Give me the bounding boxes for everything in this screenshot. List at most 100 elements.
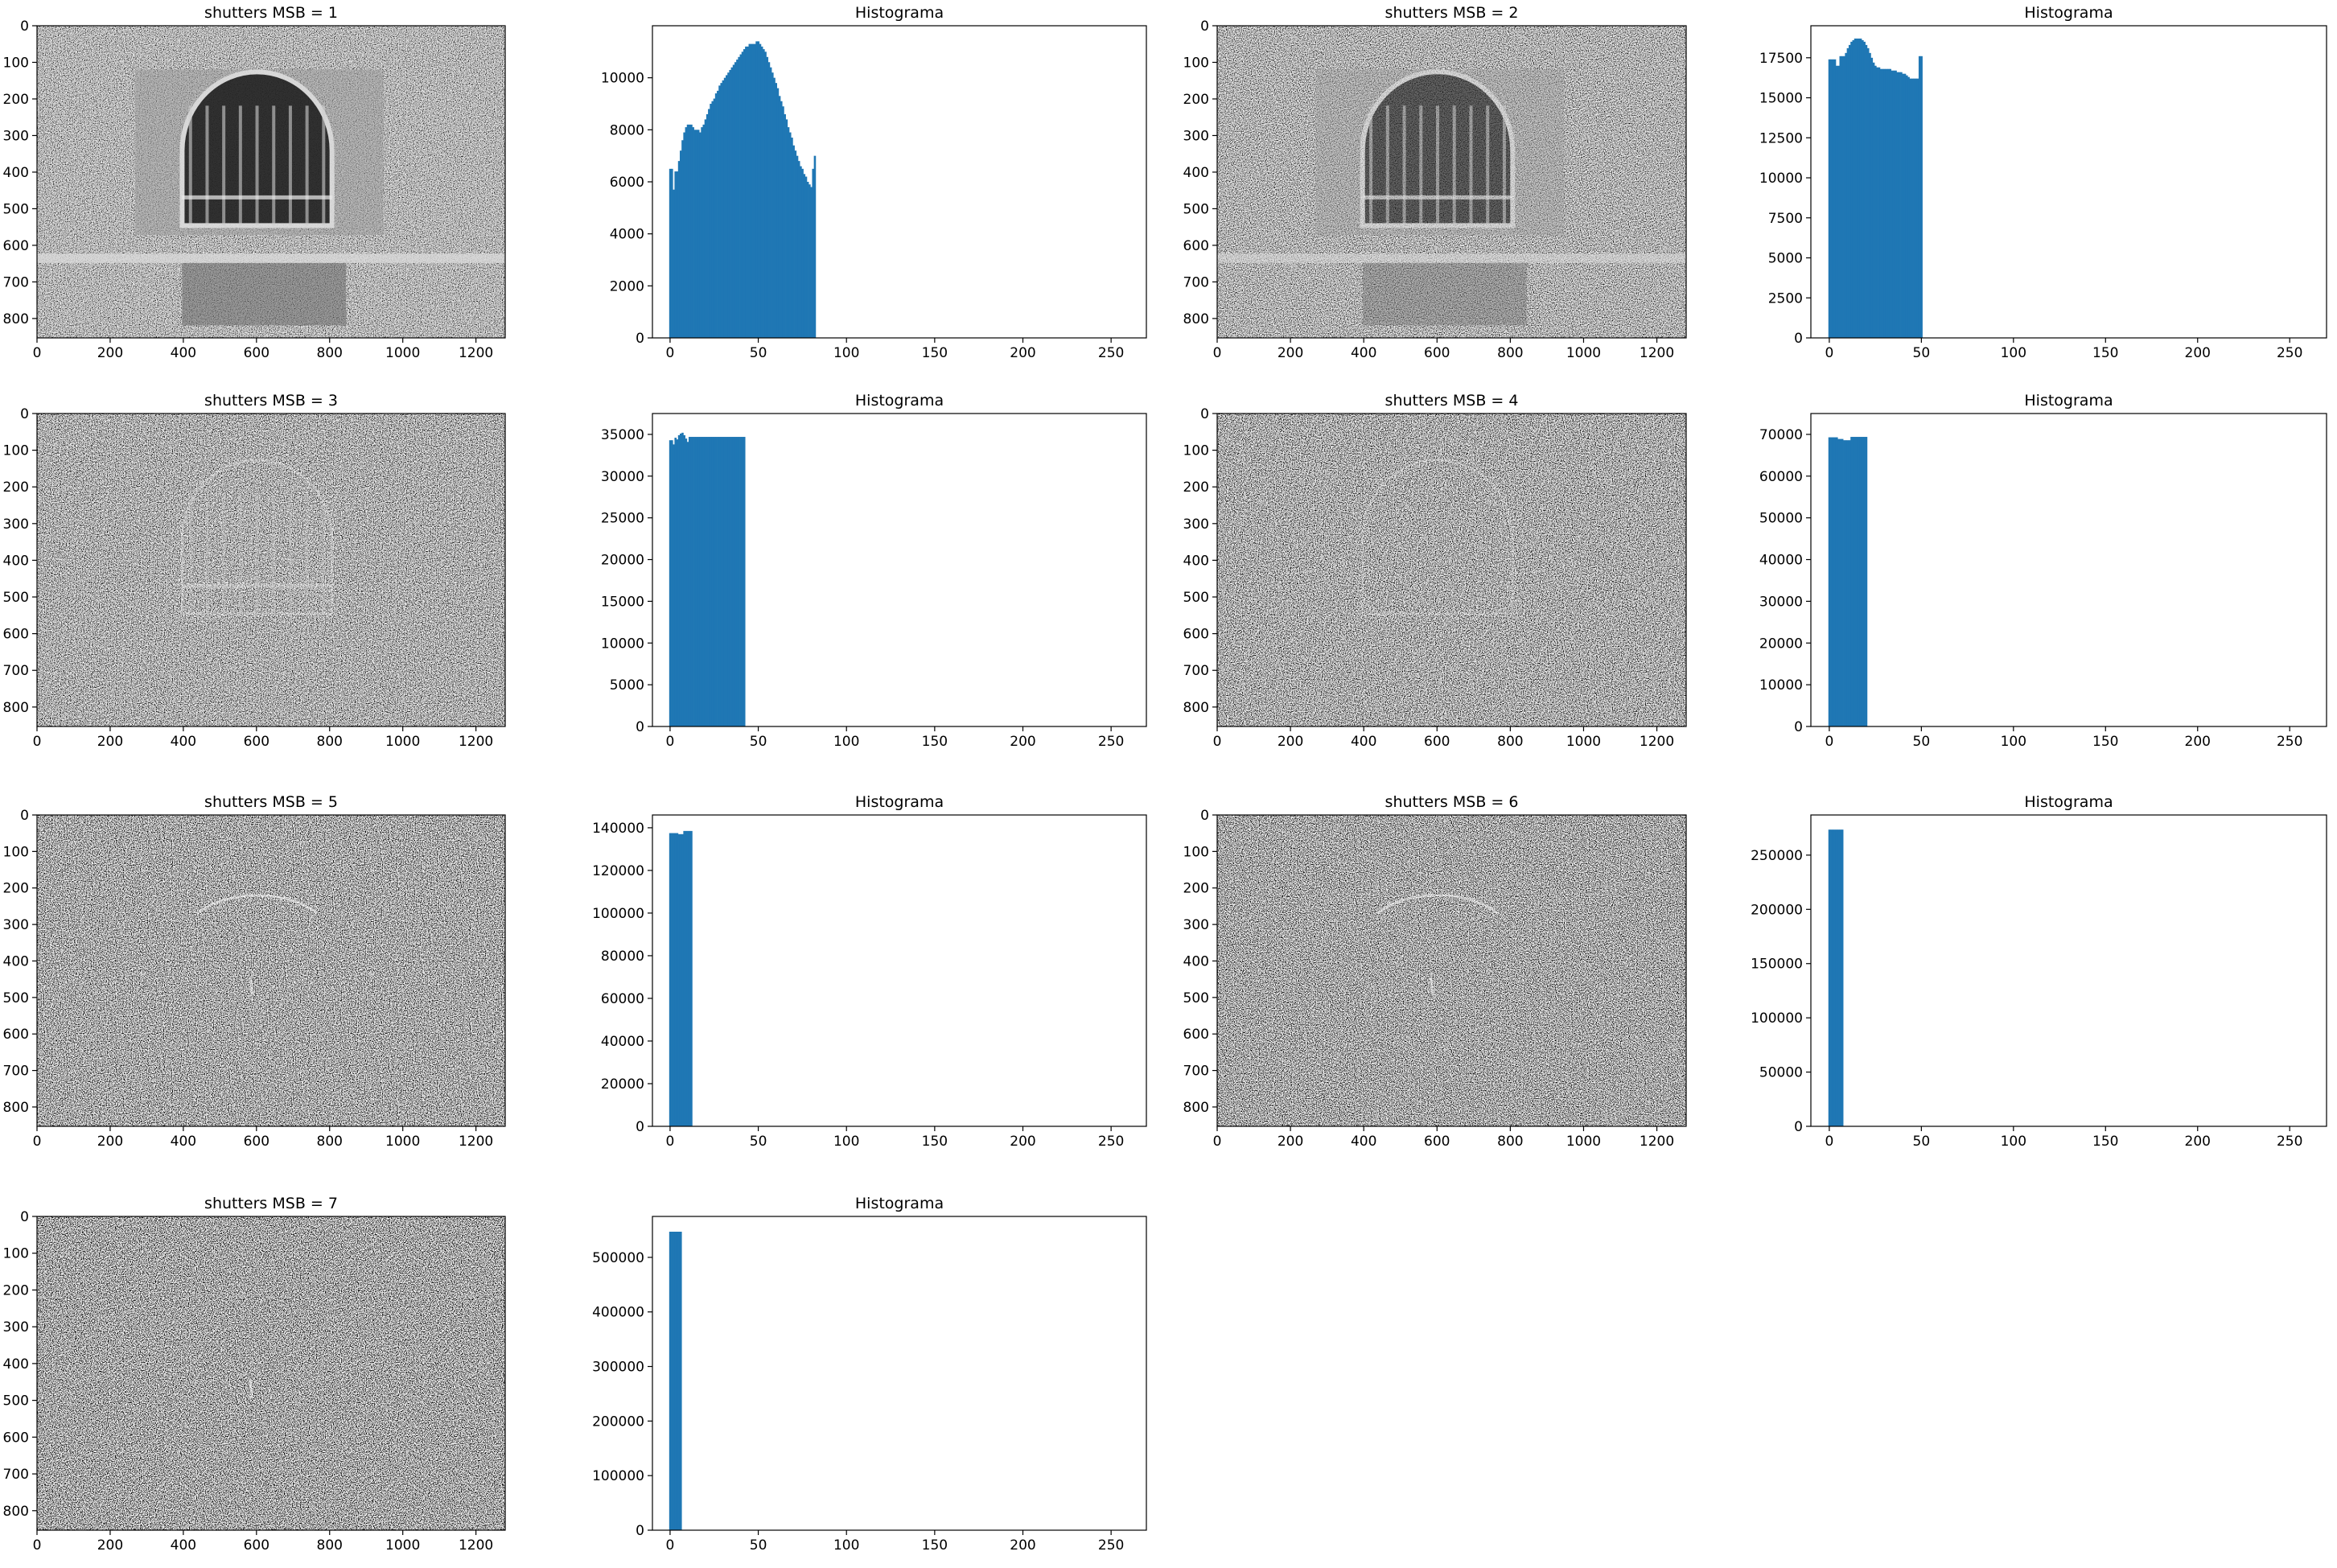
histogram-bar xyxy=(683,132,685,338)
y-tick-label: 200 xyxy=(3,881,29,897)
histogram-bar xyxy=(766,56,769,339)
y-tick-label: 100 xyxy=(3,55,29,71)
y-tick-label: 500 xyxy=(1183,590,1209,606)
x-tick-label: 1000 xyxy=(1566,734,1601,750)
y-tick-label: 0 xyxy=(636,1523,644,1539)
histogram-bar xyxy=(1846,47,1849,338)
y-tick-label: 100 xyxy=(3,1246,29,1262)
histogram-bar xyxy=(813,155,817,338)
histogram-bar xyxy=(720,83,723,338)
x-tick-label: 800 xyxy=(1497,345,1523,361)
x-tick-label: 800 xyxy=(317,734,343,750)
panel-title: shutters MSB = 2 xyxy=(1385,4,1519,22)
x-tick-label: 600 xyxy=(1424,734,1450,750)
histogram-bar xyxy=(1839,56,1842,339)
y-tick-label: 800 xyxy=(1183,700,1209,716)
histogram-bar xyxy=(738,437,740,726)
y-tick-label: 800 xyxy=(3,311,29,327)
y-tick-label: 30000 xyxy=(1759,594,1803,610)
histogram-bar xyxy=(732,437,735,726)
histogram-bar xyxy=(723,77,726,339)
y-tick-label: 300 xyxy=(3,516,29,533)
histogram-bar xyxy=(714,93,718,339)
histogram-bar xyxy=(1898,72,1901,338)
histogram-bar xyxy=(1830,437,1833,726)
histogram-bar xyxy=(760,46,763,338)
histogram-bar xyxy=(1872,62,1875,338)
y-tick-label: 500 xyxy=(1183,990,1209,1006)
histogram-bars xyxy=(1828,437,1868,726)
x-tick-label: 250 xyxy=(1098,345,1124,361)
histogram-bar xyxy=(1852,437,1855,726)
histogram-bar xyxy=(1828,829,1831,1126)
axes-frame xyxy=(36,814,506,1127)
x-tick-label: 50 xyxy=(750,1134,767,1150)
histogram-bar xyxy=(681,140,684,338)
histogram-bar xyxy=(674,438,677,726)
y-tick-label: 400 xyxy=(1183,553,1209,569)
histogram-bar xyxy=(685,438,688,726)
histogram-bar xyxy=(679,833,682,1126)
x-tick-label: 0 xyxy=(1825,345,1833,361)
histogram-bar xyxy=(704,119,707,338)
x-tick-label: 400 xyxy=(1351,345,1376,361)
histogram-bar xyxy=(1833,437,1837,726)
histogram-bar xyxy=(1856,38,1858,339)
histogram-bar xyxy=(681,833,684,1126)
histogram-bar xyxy=(673,833,675,1126)
y-tick-label: 300000 xyxy=(592,1360,644,1376)
x-tick-label: 600 xyxy=(244,1537,269,1554)
histogram-bar xyxy=(801,168,804,338)
histogram-bar xyxy=(685,830,688,1126)
histogram-panel: 0 50 100 150 200 250 0 20000 40000 60000 80000 1000… xyxy=(592,793,1147,1150)
histogram-bar xyxy=(743,437,746,726)
x-tick-label: 400 xyxy=(171,734,196,750)
histogram-bar xyxy=(727,72,730,338)
y-tick-label: 500 xyxy=(3,590,29,606)
x-tick-label: 100 xyxy=(2001,734,2026,750)
histogram-bar xyxy=(693,437,697,726)
histogram-bar xyxy=(677,1231,681,1530)
y-tick-label: 400 xyxy=(3,953,29,969)
histogram-bar xyxy=(1913,78,1915,339)
x-tick-label: 0 xyxy=(33,1134,42,1150)
histogram-bar xyxy=(727,437,730,726)
y-tick-label: 100000 xyxy=(592,1468,644,1484)
histogram-bar xyxy=(1828,59,1831,339)
axes-frame xyxy=(1810,814,2327,1127)
y-tick-label: 200 xyxy=(1183,479,1209,496)
histogram-bar xyxy=(1863,437,1866,726)
histogram-panel: 0 50 100 150 200 250 0 50000 100000 150000 200000 2… xyxy=(1751,793,2327,1150)
window-structure xyxy=(249,1379,254,1399)
x-tick-label: 0 xyxy=(666,734,675,750)
axes-frame xyxy=(36,25,506,339)
y-tick-label: 60000 xyxy=(601,991,644,1007)
histogram-bar xyxy=(1876,67,1878,338)
x-tick-label: 100 xyxy=(2001,345,2026,361)
histogram-bar xyxy=(1879,68,1882,338)
histogram-bar xyxy=(1839,829,1842,1126)
y-tick-label: 0 xyxy=(636,719,644,735)
histogram-bar xyxy=(713,98,716,339)
image-panel-msb-7: 0 200 400 600 800 1000 1200 0 100 200 300 400 500 600… xyxy=(3,1195,506,1554)
y-tick-label: 5000 xyxy=(610,677,644,693)
y-tick-label: 10000 xyxy=(601,636,644,652)
histogram-bar xyxy=(692,127,694,338)
y-tick-label: 50000 xyxy=(1759,1065,1803,1081)
axes-frame xyxy=(652,814,1147,1127)
y-tick-label: 800 xyxy=(3,1100,29,1116)
histogram-bar xyxy=(1837,829,1840,1126)
histogram-bar xyxy=(697,437,700,726)
histogram-bar xyxy=(686,442,689,726)
histogram-bar xyxy=(1900,72,1903,338)
y-tick-label: 35000 xyxy=(601,427,644,443)
y-tick-label: 400 xyxy=(3,553,29,569)
image-panel-msb-3: 0 200 400 600 800 1000 1200 0 100 200 300 400 500 600… xyxy=(3,392,506,750)
histogram-bar xyxy=(720,437,723,726)
histogram-bar xyxy=(750,43,753,339)
histogram-bar xyxy=(1882,68,1884,338)
y-tick-label: 15000 xyxy=(1759,91,1803,107)
histogram-bar xyxy=(729,69,731,338)
image-panel-msb-6: 0 200 400 600 800 1000 1200 0 100 200 300 400 500 600… xyxy=(1183,793,1687,1150)
histogram-bar xyxy=(688,124,691,338)
